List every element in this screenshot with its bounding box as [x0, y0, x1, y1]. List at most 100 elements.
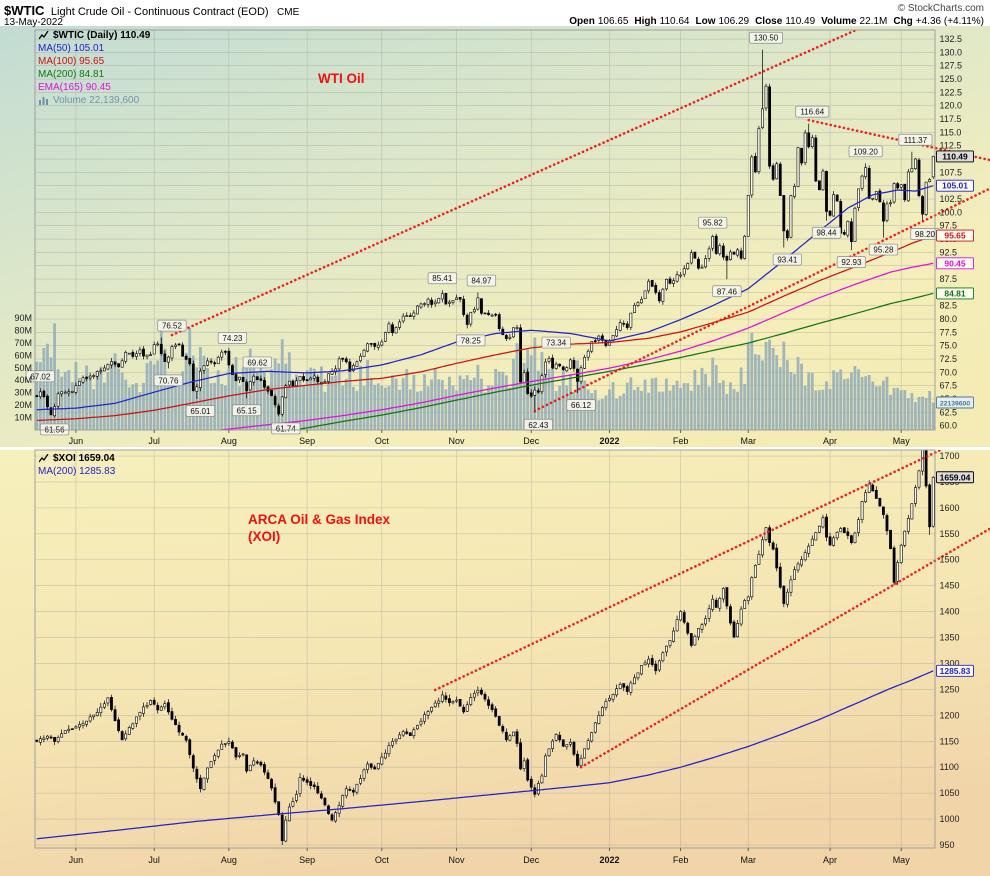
quote-label-high: High: [634, 16, 657, 27]
date-axis-labels: Jun Jul Aug Sep Oct Nov Dec 2022 Feb Mar Apr May: [69, 848, 911, 865]
svg-text:Aug: Aug: [221, 855, 237, 865]
legend-label: $WTIC (Daily) 110.49: [53, 30, 151, 41]
legend-label: MA(200) 1285.83: [38, 466, 116, 477]
exchange-label: CME: [277, 7, 300, 18]
svg-text:105.01: 105.01: [942, 181, 968, 191]
svg-text:1400: 1400: [940, 607, 960, 617]
svg-text:120.0: 120.0: [940, 101, 963, 111]
quote-value-volume: 22.1M: [859, 16, 888, 27]
ma100-line: [36, 235, 934, 422]
date-axis-labels: Jun Jul Aug Sep Oct Nov Dec 2022 Feb Mar Apr May: [69, 430, 911, 446]
svg-text:950: 950: [940, 840, 955, 850]
bottom-panel-background: [0, 450, 990, 876]
svg-text:80M: 80M: [14, 325, 32, 335]
svg-text:1450: 1450: [940, 581, 960, 591]
svg-text:72.5: 72.5: [940, 354, 958, 364]
last-value-labels: 110.49 105.01 95.65 90.45 84.81 22139600: [936, 150, 974, 409]
svg-text:93.41: 93.41: [777, 256, 798, 265]
svg-text:102.5: 102.5: [940, 194, 963, 204]
svg-text:1100: 1100: [940, 762, 959, 772]
svg-text:76.52: 76.52: [162, 322, 183, 331]
svg-text:20M: 20M: [14, 400, 32, 410]
svg-text:1600: 1600: [940, 503, 960, 513]
svg-text:May: May: [893, 436, 911, 446]
svg-text:1200: 1200: [940, 710, 960, 720]
legend-label: Volume 22,139,600: [53, 95, 140, 106]
svg-text:98.20: 98.20: [915, 230, 936, 239]
svg-text:125.0: 125.0: [940, 74, 963, 84]
svg-text:95.82: 95.82: [703, 219, 724, 228]
svg-text:Jul: Jul: [148, 855, 160, 865]
svg-text:115.0: 115.0: [940, 127, 962, 137]
chart-date: 13-May-2022: [4, 17, 63, 28]
svg-text:80.0: 80.0: [940, 314, 958, 324]
quote-value-high: 110.64: [659, 16, 690, 27]
svg-text:130.0: 130.0: [940, 47, 963, 57]
svg-text:Jun: Jun: [69, 855, 84, 865]
legend-label: EMA(165) 90.45: [38, 82, 111, 93]
svg-text:70M: 70M: [14, 338, 32, 348]
svg-text:22139600: 22139600: [940, 401, 970, 408]
price-annotations: 67.0261.5676.5270.7674.2365.0169.6265.15…: [25, 31, 940, 436]
chart-type-icon: [38, 31, 50, 40]
svg-text:84.81: 84.81: [944, 288, 966, 298]
ma200-line: [290, 292, 934, 430]
legend-item: MA(200) 1285.83: [38, 465, 115, 478]
svg-text:116.64: 116.64: [800, 108, 824, 117]
svg-text:122.5: 122.5: [940, 87, 963, 97]
quote-value-chg: +4.36 (+4.11%): [915, 16, 984, 27]
svg-text:65.15: 65.15: [237, 406, 258, 415]
svg-text:Feb: Feb: [673, 436, 689, 446]
volume-axis-labels: 10M 20M 30M 40M 50M 60M 70M 80M 90M: [14, 313, 32, 423]
svg-text:2022: 2022: [599, 436, 619, 446]
svg-text:62.43: 62.43: [528, 421, 549, 430]
quote-value-low: 106.29: [718, 16, 750, 27]
svg-text:Aug: Aug: [221, 436, 237, 446]
legend-item: EMA(165) 90.45: [38, 81, 150, 94]
plot-border: [34, 449, 936, 849]
svg-text:40M: 40M: [14, 375, 32, 385]
svg-text:90.45: 90.45: [944, 258, 966, 268]
ma200-line: [36, 670, 934, 840]
svg-text:95.28: 95.28: [873, 246, 894, 255]
svg-text:90M: 90M: [14, 313, 32, 323]
svg-text:117.5: 117.5: [940, 114, 962, 124]
svg-text:61.74: 61.74: [276, 424, 297, 433]
svg-text:1150: 1150: [940, 736, 959, 746]
svg-text:1050: 1050: [940, 788, 960, 798]
quote-label-open: Open: [569, 16, 595, 27]
legend-item: MA(100) 95.65: [38, 55, 150, 68]
ema165-line: [216, 262, 934, 430]
svg-text:67.02: 67.02: [30, 372, 51, 381]
svg-text:67.5: 67.5: [940, 381, 958, 391]
svg-text:84.97: 84.97: [471, 277, 492, 286]
quote-summary: Open 106.65 High 110.64 Low 106.29 Close 110.49…: [563, 16, 984, 27]
svg-text:May: May: [893, 855, 911, 865]
svg-text:70.76: 70.76: [158, 376, 179, 385]
legend-item: MA(200) 84.81: [38, 68, 150, 81]
quote-value-close: 110.49: [785, 16, 816, 27]
wti-oil-annotation: WTI Oil: [318, 71, 365, 86]
legend-label: $XOI 1659.04: [53, 453, 115, 464]
svg-text:74.23: 74.23: [222, 334, 243, 343]
svg-text:50M: 50M: [14, 363, 32, 373]
svg-text:111.37: 111.37: [904, 136, 928, 145]
svg-text:30M: 30M: [14, 388, 32, 398]
svg-text:Nov: Nov: [449, 436, 466, 446]
candlestick-series: [35, 450, 935, 845]
svg-text:75.0: 75.0: [940, 341, 958, 351]
svg-text:Feb: Feb: [673, 855, 689, 865]
svg-text:1659.04: 1659.04: [940, 472, 971, 482]
legend-label: MA(100) 95.65: [38, 56, 105, 67]
svg-text:1350: 1350: [940, 633, 960, 643]
svg-text:132.5: 132.5: [940, 34, 963, 44]
svg-text:1250: 1250: [940, 684, 960, 694]
xoi-annotation: ARCA Oil & Gas Index (XOI): [248, 512, 391, 544]
svg-text:69.62: 69.62: [247, 358, 268, 367]
svg-text:1500: 1500: [940, 555, 960, 565]
svg-text:112.5: 112.5: [940, 141, 962, 151]
legend-item: Volume 22,139,600: [38, 94, 150, 107]
svg-text:107.5: 107.5: [940, 167, 963, 177]
svg-text:85.41: 85.41: [432, 274, 453, 283]
trendlines: [433, 450, 990, 769]
